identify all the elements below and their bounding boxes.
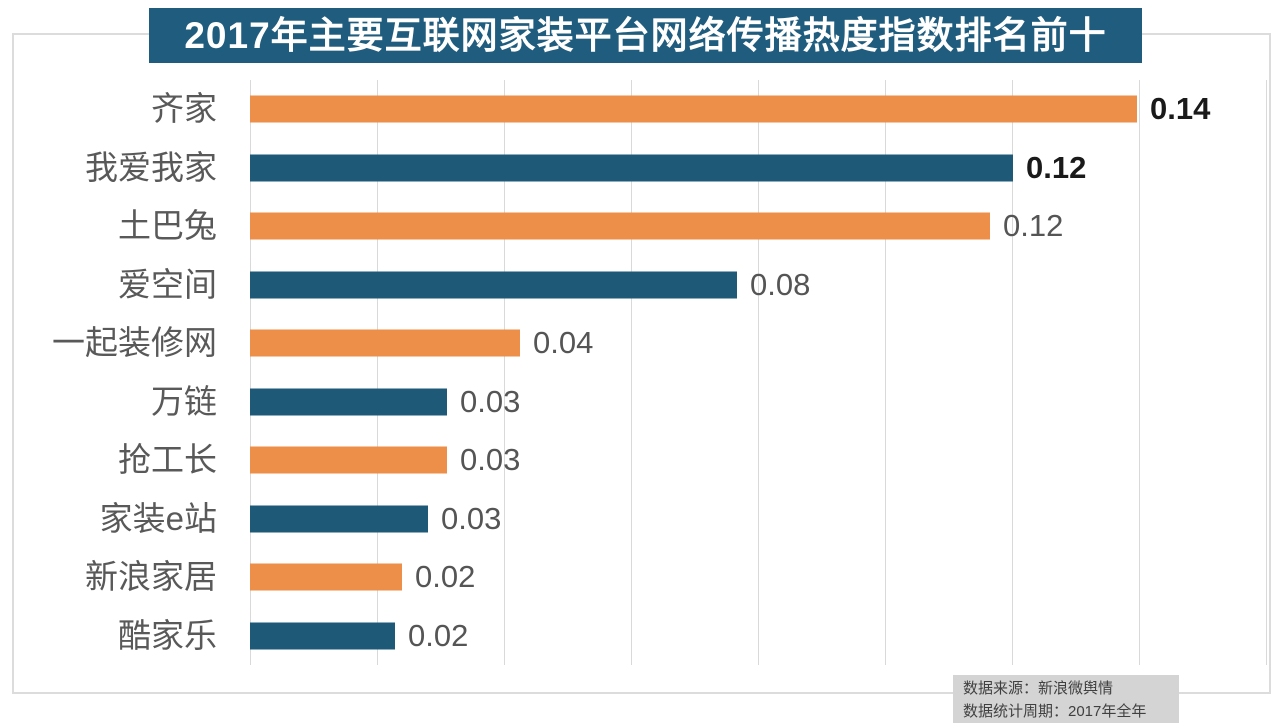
bar-9 — [250, 563, 402, 591]
category-label: 酷家乐 — [118, 616, 217, 654]
bar-row: 0.03 — [250, 490, 1266, 549]
bar-3 — [250, 212, 990, 240]
bar-10 — [250, 622, 395, 650]
gridline-x-0.00 — [250, 80, 251, 665]
bar-1 — [250, 95, 1137, 123]
category-label: 我爱我家 — [85, 148, 217, 186]
category-label: 齐家 — [151, 90, 217, 127]
value-label: 0.12 — [1026, 149, 1087, 185]
bar-row: 0.04 — [250, 314, 1266, 373]
gridline-x-0.16 — [1266, 80, 1267, 665]
bar-row: 0.08 — [250, 256, 1266, 315]
value-label: 0.02 — [408, 617, 469, 653]
gridline-x-0.08 — [758, 80, 759, 665]
value-label: 0.03 — [460, 442, 521, 478]
bar-6 — [250, 388, 447, 416]
category-label: 抢工长 — [118, 441, 217, 478]
gridline-x-0.14 — [1139, 80, 1140, 665]
chart-plot-border — [12, 33, 1271, 694]
value-label: 0.03 — [460, 383, 521, 419]
bar-row: 0.02 — [250, 607, 1266, 666]
data-period-line: 数据统计周期：2017年全年 — [963, 703, 1147, 720]
data-source-line: 数据来源：新浪微舆情 — [963, 680, 1114, 697]
value-label: 0.02 — [415, 559, 476, 595]
gridline-x-0.12 — [1012, 80, 1013, 665]
bar-row: 0.03 — [250, 431, 1266, 490]
bar-8 — [250, 505, 428, 533]
gridline-x-0.04 — [504, 80, 505, 665]
category-label: 土巴兔 — [118, 207, 217, 244]
gridline-x-0.10 — [885, 80, 886, 665]
bar-row: 0.12 — [250, 139, 1266, 198]
bar-7 — [250, 446, 447, 474]
data-source-note: 数据来源：新浪微舆情 数据统计周期：2017年全年 — [953, 675, 1179, 723]
chart-title-banner: 2017年主要互联网家装平台网络传播热度指数排名前十 — [149, 8, 1142, 63]
category-label: 爱空间 — [118, 265, 217, 303]
bar-2 — [250, 154, 1013, 182]
category-label: 家装e站 — [99, 499, 217, 537]
bar-row: 0.12 — [250, 197, 1266, 256]
value-label: 0.03 — [441, 500, 502, 536]
bar-row: 0.14 — [250, 80, 1266, 139]
value-label: 0.08 — [750, 266, 811, 302]
plot-area: 0.14 0.12 0.12 0.08 0.04 0.03 0.03 0.03 0.02 0.02 — [250, 80, 1267, 666]
value-label: 0.12 — [1003, 208, 1064, 244]
value-label: 0.04 — [533, 325, 594, 361]
value-label: 0.14 — [1150, 91, 1211, 127]
bar-5 — [250, 329, 520, 357]
bar-4 — [250, 271, 737, 299]
category-label: 新浪家居 — [85, 558, 217, 595]
category-axis: 齐家我爱我家土巴兔爱空间一起装修网万链抢工长家装e站新浪家居酷家乐 — [0, 80, 217, 665]
category-label: 万链 — [151, 382, 217, 420]
bar-row: 0.03 — [250, 373, 1266, 432]
gridline-x-0.06 — [631, 80, 632, 665]
bar-row: 0.02 — [250, 548, 1266, 607]
gridline-x-0.02 — [377, 80, 378, 665]
category-label: 一起装修网 — [52, 324, 217, 361]
